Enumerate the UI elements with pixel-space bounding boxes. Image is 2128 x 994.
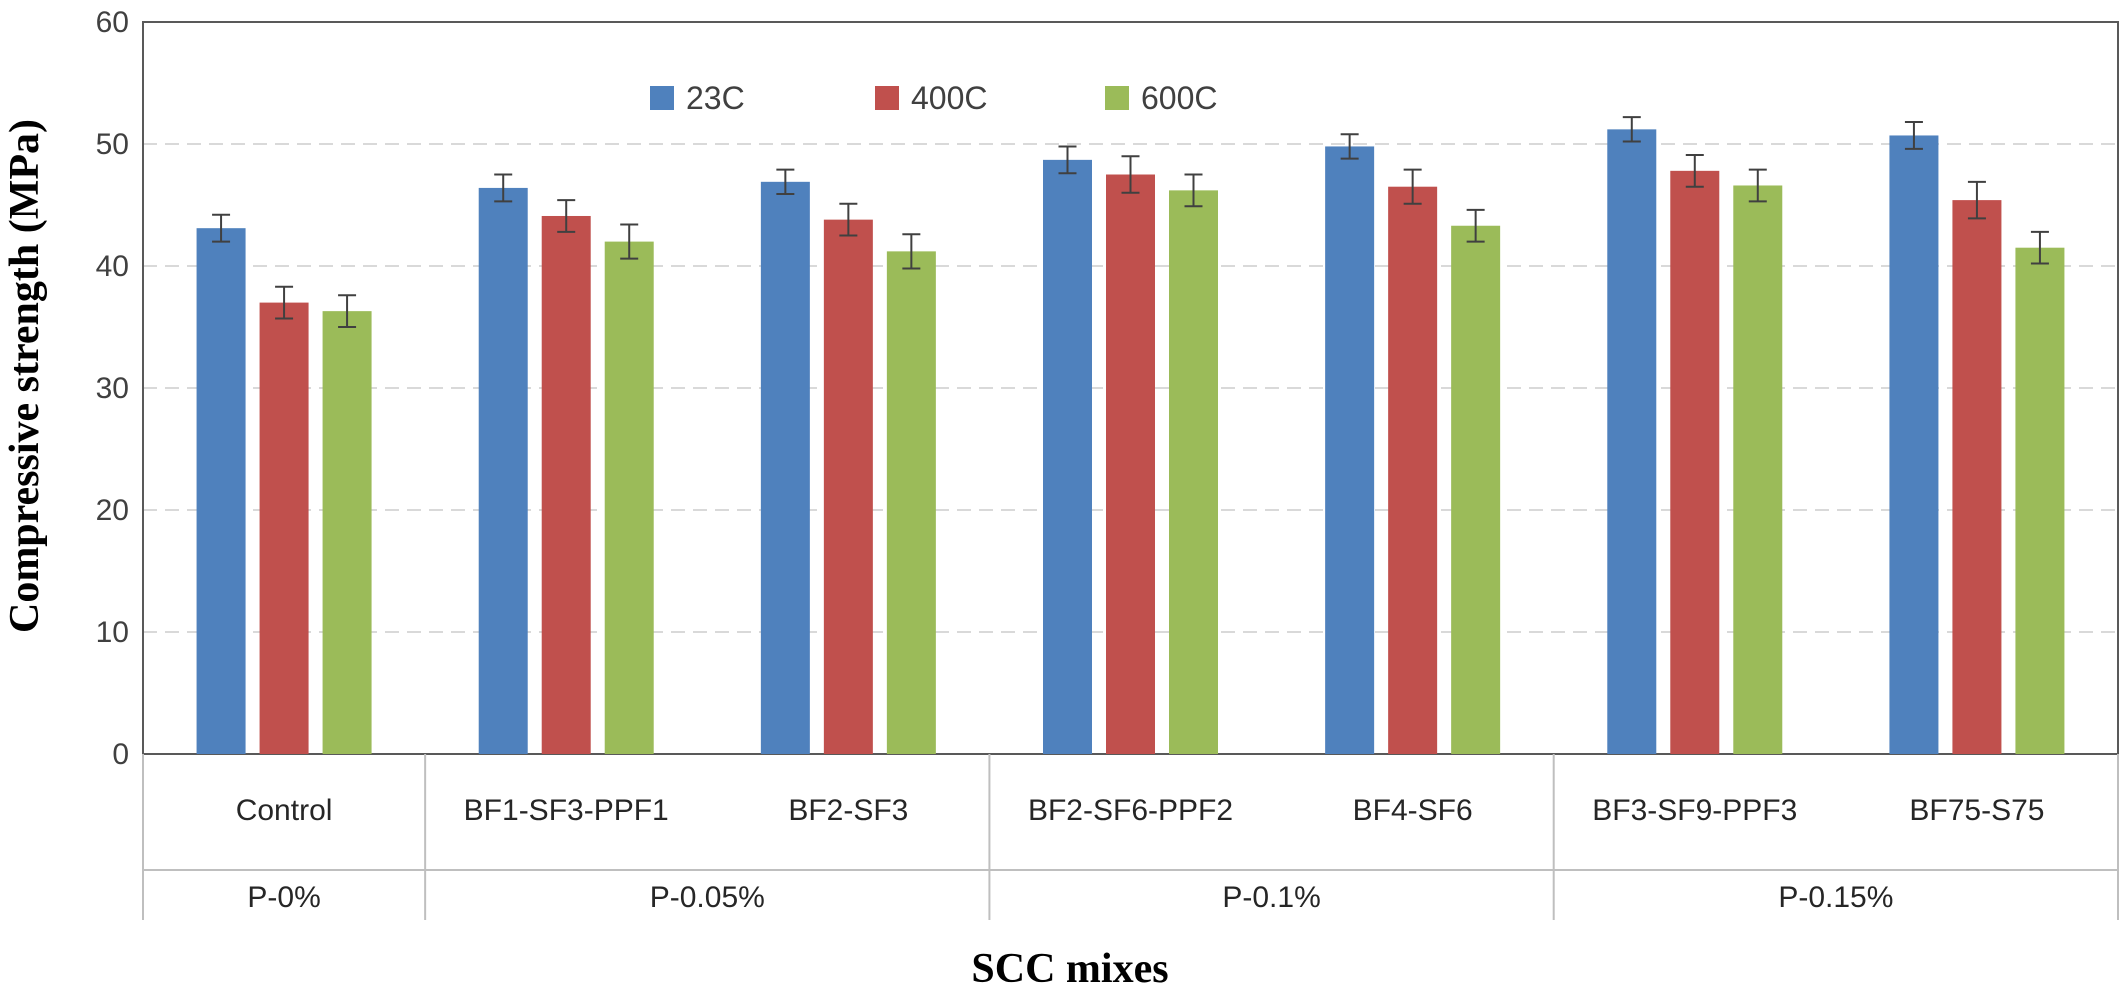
y-axis-title: Compressive strength (MPa) [2, 119, 48, 633]
bar-23C [1043, 159, 1092, 755]
y-tick-label: 60 [96, 6, 129, 39]
bar-600C [1733, 185, 1783, 755]
y-tick-label: 50 [96, 128, 129, 161]
group-label: P-0.05% [650, 881, 765, 914]
bar-600C [322, 311, 372, 754]
bar-23C [1325, 146, 1375, 754]
bar-600C [1169, 190, 1218, 755]
bar-23C [760, 181, 810, 754]
bar-23C [1607, 129, 1657, 755]
bar-600C [886, 251, 936, 755]
group-label: P-0.1% [1222, 881, 1320, 914]
bar-400C [1106, 174, 1155, 754]
group-label: P-0% [247, 881, 320, 914]
x-tick-label: Control [236, 794, 333, 827]
legend-label: 23C [686, 80, 745, 116]
bar-400C [259, 302, 309, 754]
bar-23C [1889, 135, 1939, 754]
bar-23C [196, 228, 246, 754]
legend-swatch-600C [1105, 86, 1129, 110]
group-label: P-0.15% [1778, 881, 1893, 914]
x-tick-label: BF1-SF3-PPF1 [464, 794, 669, 827]
x-tick-label: BF75-S75 [1909, 794, 2044, 827]
legend-swatch-400C [875, 86, 899, 110]
y-tick-label: 20 [96, 494, 129, 527]
legend-swatch-23C [650, 86, 674, 110]
x-tick-label: BF4-SF6 [1353, 794, 1473, 827]
y-tick-label: 30 [96, 372, 129, 405]
bar-23C [478, 187, 528, 755]
bar-400C [823, 219, 873, 754]
bar-600C [1451, 225, 1501, 755]
bar-600C [2015, 247, 2065, 754]
x-tick-label: BF3-SF9-PPF3 [1592, 794, 1797, 827]
legend-label: 600C [1141, 80, 1218, 116]
x-tick-label: BF2-SF3 [788, 794, 908, 827]
legend-label: 400C [911, 80, 988, 116]
y-tick-label: 40 [96, 250, 129, 283]
bar-600C [604, 241, 654, 755]
x-tick-label: BF2-SF6-PPF2 [1028, 794, 1233, 827]
y-tick-label: 10 [96, 616, 129, 649]
bar-400C [1388, 186, 1438, 754]
bar-400C [1952, 200, 2002, 754]
bar-400C [1670, 170, 1720, 755]
bar-400C [541, 215, 591, 755]
plot-area: 0 10 20 30 40 50 60 Control BF1-SF3-PPF1 BF2-SF3 B… [96, 6, 2119, 920]
x-axis-title: SCC mixes [971, 946, 1168, 992]
y-tick-label: 0 [112, 738, 129, 771]
